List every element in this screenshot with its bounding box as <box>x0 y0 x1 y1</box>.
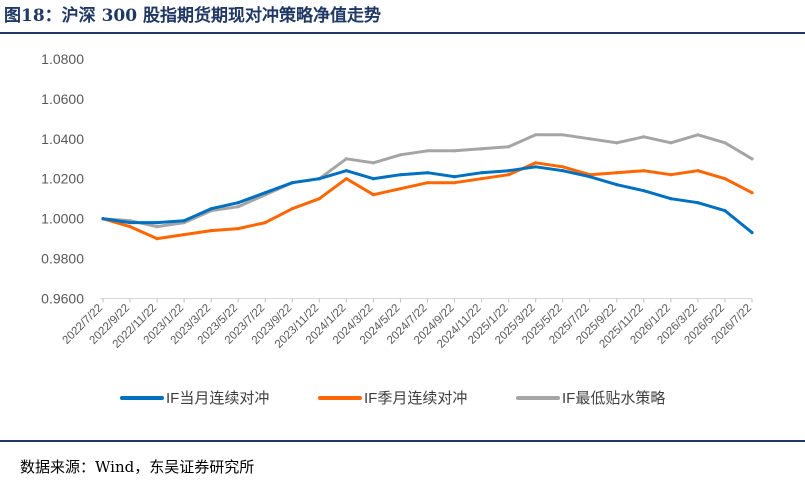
data-point <box>615 183 619 187</box>
data-point <box>642 135 646 139</box>
data-point <box>425 171 430 175</box>
figure-title: 图18：沪深 300 股指期货期现对冲策略净值走势 <box>4 6 381 26</box>
data-point <box>750 231 754 235</box>
data-point <box>669 173 673 177</box>
data-point <box>696 201 700 205</box>
data-point <box>561 169 565 173</box>
series-lines <box>101 133 754 241</box>
y-axis: 0.9600 0.9800 1.0000 1.0200 1.0400 1.0600 1.08… <box>41 51 84 307</box>
data-point <box>371 193 375 197</box>
data-point <box>182 233 186 237</box>
data-point <box>155 237 159 241</box>
data-point <box>615 141 619 145</box>
data-point <box>534 165 538 169</box>
x-axis-ticks <box>102 298 753 303</box>
data-point <box>588 137 592 141</box>
y-tick-label: 1.0600 <box>41 91 84 107</box>
data-point <box>750 157 754 161</box>
data-point <box>425 181 430 185</box>
data-point <box>723 209 727 213</box>
data-point <box>669 197 673 201</box>
data-point <box>480 171 484 175</box>
data-point <box>452 149 457 153</box>
data-point <box>561 165 565 169</box>
data-point <box>615 171 619 175</box>
data-point <box>398 153 403 157</box>
data-point <box>425 149 430 153</box>
data-point <box>128 225 132 229</box>
data-point <box>480 147 484 151</box>
data-point <box>696 169 700 173</box>
data-point <box>155 221 159 225</box>
chart: 0.9600 0.9800 1.0000 1.0200 1.0400 1.0600 1.08… <box>41 51 754 407</box>
data-point <box>344 169 348 173</box>
data-point <box>398 173 403 177</box>
legend: IF当月连续对冲 IF季月连续对冲 IF最低贴水策略 <box>120 390 665 407</box>
y-tick-label: 1.0200 <box>41 171 84 187</box>
data-point <box>209 207 213 211</box>
data-point <box>452 175 457 179</box>
data-point <box>561 133 565 137</box>
y-tick-label: 0.9800 <box>41 251 84 267</box>
legend-label: IF当月连续对冲 <box>166 390 269 407</box>
y-tick-label: 1.0400 <box>41 131 84 147</box>
data-point <box>182 219 186 223</box>
data-point <box>317 177 321 181</box>
data-point <box>209 229 213 233</box>
data-point <box>696 133 700 137</box>
data-point <box>236 227 240 231</box>
data-point <box>101 217 105 221</box>
data-point <box>588 175 592 179</box>
title-rule <box>0 32 805 34</box>
data-point <box>344 157 348 161</box>
data-point <box>236 201 240 205</box>
bottom-rule <box>0 440 805 442</box>
data-point <box>263 191 267 195</box>
source-note: 数据来源：Wind，东吴证券研究所 <box>20 458 255 476</box>
x-axis: 2022/7/222022/9/222022/11/222023/1/22202… <box>60 302 754 351</box>
data-point <box>642 189 646 193</box>
data-point <box>480 177 484 181</box>
data-point <box>263 221 267 225</box>
legend-label: IF最低贴水策略 <box>562 390 665 407</box>
y-tick-label: 1.0000 <box>41 211 84 227</box>
data-point <box>723 177 727 181</box>
data-point <box>507 173 511 177</box>
data-point <box>642 169 646 173</box>
data-point <box>534 133 538 137</box>
y-tick-label: 0.9600 <box>41 291 84 307</box>
data-point <box>507 145 511 149</box>
data-point <box>507 169 511 173</box>
data-point <box>317 197 321 201</box>
data-point <box>344 177 348 181</box>
data-point <box>669 141 673 145</box>
data-point <box>236 205 240 209</box>
data-point <box>128 221 132 225</box>
data-point <box>290 181 294 185</box>
series-line-0 <box>101 165 754 235</box>
data-point <box>371 177 375 181</box>
data-point <box>723 141 727 145</box>
data-point <box>371 161 375 165</box>
data-point <box>534 161 538 165</box>
legend-label: IF季月连续对冲 <box>364 390 467 407</box>
data-point <box>155 225 159 229</box>
data-point <box>398 187 403 191</box>
data-point <box>290 207 294 211</box>
data-point <box>750 191 754 195</box>
data-point <box>452 181 457 185</box>
y-tick-label: 1.0800 <box>41 51 84 67</box>
